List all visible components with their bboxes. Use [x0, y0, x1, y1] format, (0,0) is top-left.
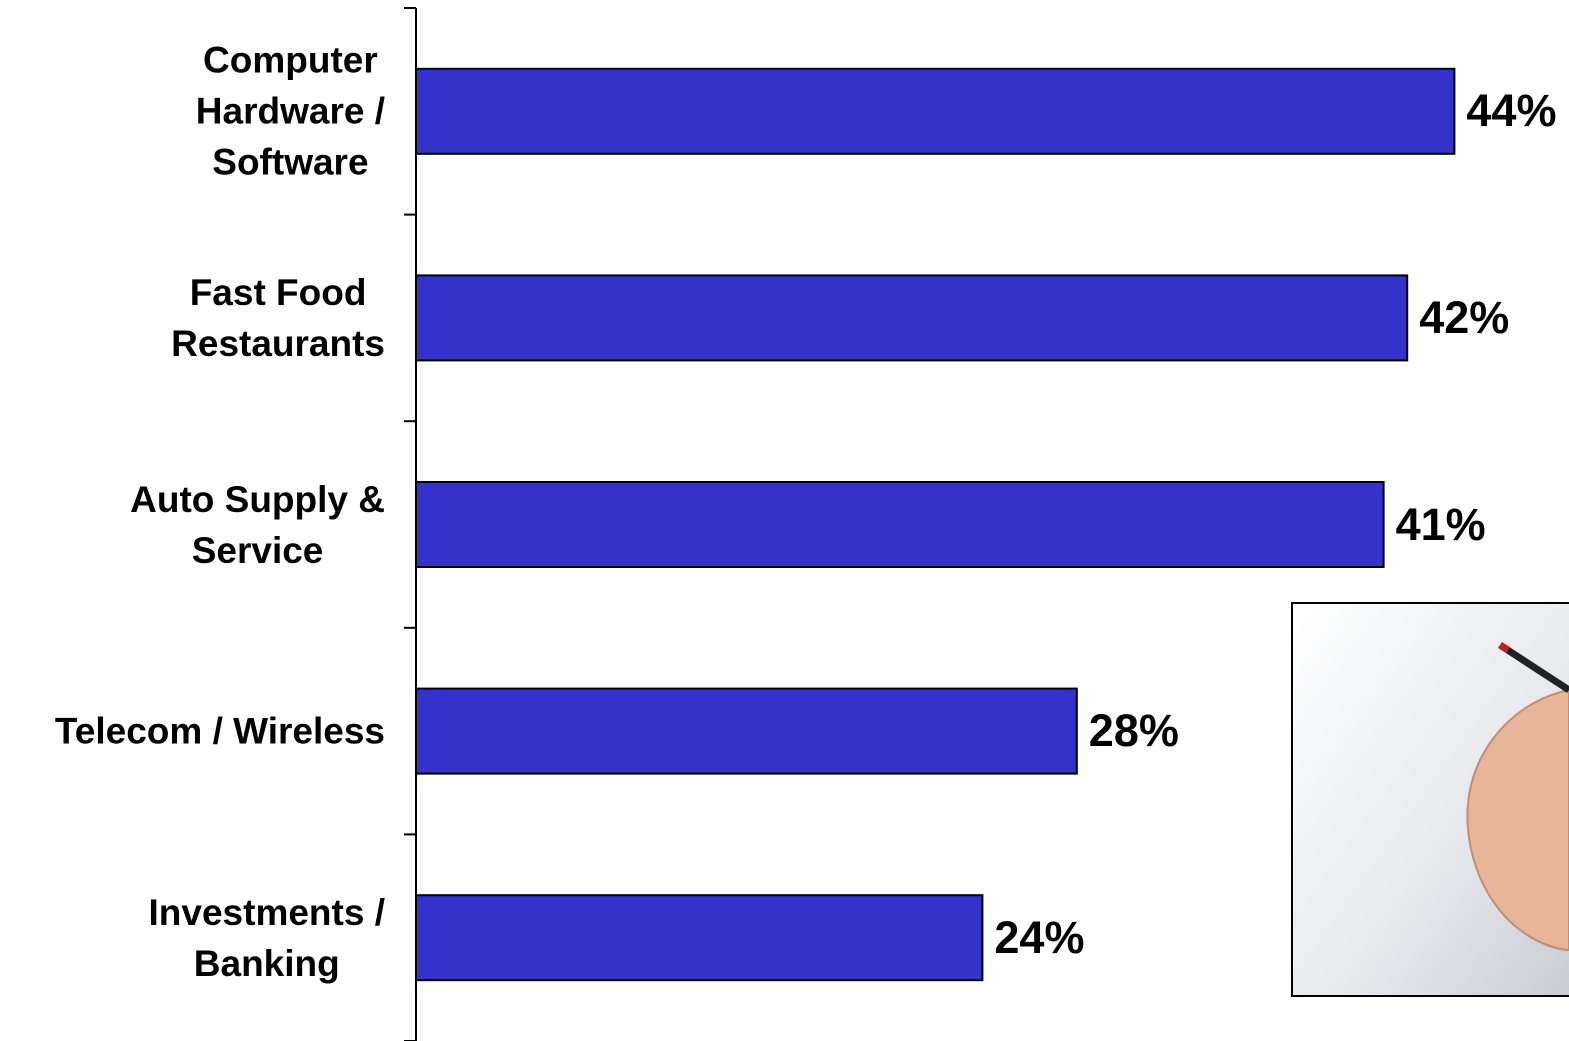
bar [415, 481, 1385, 568]
bar [415, 894, 984, 982]
value-label: 44% [1466, 85, 1557, 137]
category-label: Investments / Banking [148, 891, 385, 984]
bar [415, 274, 1409, 362]
bar [415, 687, 1078, 775]
bar [415, 67, 1456, 155]
category-label: Fast Food Restaurants [171, 271, 385, 364]
category-label: Computer Hardware / Software [195, 39, 385, 183]
value-label: 42% [1419, 291, 1510, 343]
value-label: 24% [994, 911, 1085, 963]
value-label: 28% [1088, 705, 1179, 757]
category-label: Auto Supply & Service [130, 478, 385, 571]
category-label: Telecom / Wireless [54, 710, 385, 752]
photo [1291, 602, 1569, 997]
value-label: 41% [1395, 498, 1486, 550]
